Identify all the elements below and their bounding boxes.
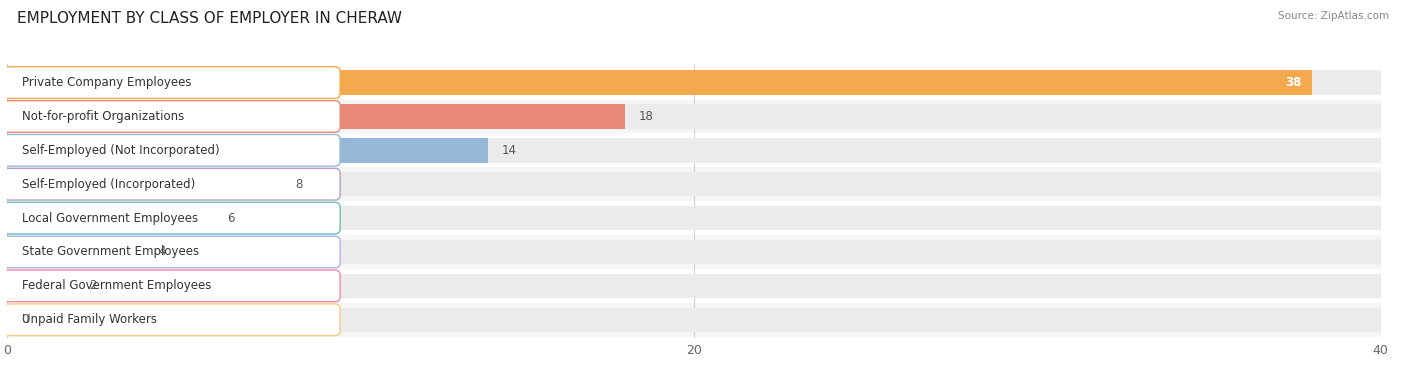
Text: 38: 38 [1285,76,1302,89]
Bar [7,240,1381,264]
Bar [7,104,626,129]
FancyBboxPatch shape [4,304,340,336]
Text: Not-for-profit Organizations: Not-for-profit Organizations [22,110,184,123]
Text: Private Company Employees: Private Company Employees [22,76,193,89]
FancyBboxPatch shape [7,66,1381,100]
Text: Self-Employed (Not Incorporated): Self-Employed (Not Incorporated) [22,144,221,157]
FancyBboxPatch shape [4,236,340,268]
Bar [7,240,145,264]
Bar [7,70,1312,95]
FancyBboxPatch shape [7,201,1381,235]
Text: 6: 6 [226,212,235,224]
Bar [7,206,214,230]
Text: 8: 8 [295,178,302,191]
Bar [7,172,281,196]
Text: Unpaid Family Workers: Unpaid Family Workers [22,313,157,326]
FancyBboxPatch shape [4,202,340,234]
Text: EMPLOYMENT BY CLASS OF EMPLOYER IN CHERAW: EMPLOYMENT BY CLASS OF EMPLOYER IN CHERA… [17,11,402,26]
Text: State Government Employees: State Government Employees [22,246,200,258]
FancyBboxPatch shape [7,133,1381,167]
FancyBboxPatch shape [4,270,340,302]
Bar [7,308,1381,332]
Text: 14: 14 [502,144,516,157]
FancyBboxPatch shape [4,168,340,200]
FancyBboxPatch shape [7,269,1381,303]
Bar [7,138,1381,162]
FancyBboxPatch shape [7,100,1381,133]
FancyBboxPatch shape [4,101,340,132]
Text: 2: 2 [90,279,97,293]
FancyBboxPatch shape [7,235,1381,269]
Bar [7,70,1381,95]
Text: Source: ZipAtlas.com: Source: ZipAtlas.com [1278,11,1389,21]
Bar [7,138,488,162]
Text: Local Government Employees: Local Government Employees [22,212,198,224]
Text: Self-Employed (Incorporated): Self-Employed (Incorporated) [22,178,195,191]
FancyBboxPatch shape [7,303,1381,337]
Bar [7,206,1381,230]
Text: Federal Government Employees: Federal Government Employees [22,279,212,293]
FancyBboxPatch shape [7,167,1381,201]
Text: 4: 4 [157,246,166,258]
Bar [7,104,1381,129]
Text: 18: 18 [638,110,654,123]
FancyBboxPatch shape [4,135,340,166]
Bar [7,274,76,298]
FancyBboxPatch shape [4,67,340,99]
Bar [7,274,1381,298]
Bar [7,172,1381,196]
Text: 0: 0 [21,313,28,326]
